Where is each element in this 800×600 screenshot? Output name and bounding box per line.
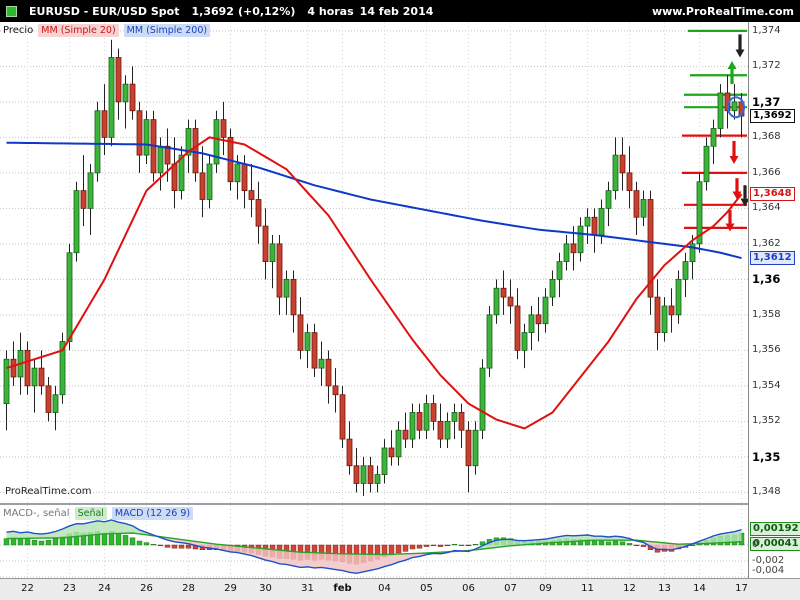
- price-axis[interactable]: 1,374 1,372 1,37 1,368 1,366 1,364 1,362 1,36 1,…: [748, 22, 800, 578]
- site-link[interactable]: www.ProRealTime.com: [651, 4, 794, 18]
- time-tick-label: 14: [693, 583, 706, 594]
- price-tick-label: 1,37: [752, 94, 781, 109]
- price-tick-label: 1,35: [752, 449, 781, 464]
- time-tick-label: 04: [378, 583, 391, 594]
- macd-value-badge: 0,00041: [750, 536, 800, 551]
- time-tick-label: 13: [658, 583, 671, 594]
- time-tick-label: 26: [140, 583, 153, 594]
- macd-indicator-legend-tag[interactable]: MACD (12 26 9): [111, 507, 194, 520]
- macd-value-badge: 0,00192: [750, 521, 800, 536]
- ma200-legend-tag[interactable]: MM (Simple 200): [123, 24, 211, 37]
- time-tick-label: feb: [333, 583, 352, 594]
- ma200-line: [6, 141, 742, 260]
- signal-line: [6, 532, 742, 556]
- last-price-marker: [727, 96, 745, 119]
- time-tick-label: 17: [735, 583, 748, 594]
- time-tick-label: 05: [420, 583, 433, 594]
- time-tick-label: 30: [259, 583, 272, 594]
- price-tick-label: 1,36: [752, 272, 781, 287]
- ma200-price-badge: 1,3612: [750, 251, 795, 266]
- candles-layer: [3, 39, 745, 496]
- time-tick-label: 28: [182, 583, 195, 594]
- time-tick-label: 31: [301, 583, 314, 594]
- time-tick-label: 12: [623, 583, 636, 594]
- macd-line: [6, 519, 742, 574]
- price-chart-canvas[interactable]: [0, 22, 748, 503]
- timeframe-label: 4 horas: [307, 4, 354, 18]
- macd-tick-label: 0: [752, 539, 759, 550]
- macd-chart-canvas[interactable]: [0, 505, 748, 578]
- panel-separator[interactable]: [0, 503, 748, 505]
- time-tick-label: 06: [462, 583, 475, 594]
- title-bar: EURUSD - EUR/USD Spot 1,3692 (+0,12%) 4 …: [0, 0, 800, 22]
- senal-legend-tag[interactable]: Señal: [74, 507, 107, 520]
- last-price: 1,3692: [191, 4, 234, 18]
- ma20-price-badge: 1,3648: [750, 187, 795, 202]
- time-tick-label: 07: [504, 583, 517, 594]
- price-legend-label: Precio: [3, 25, 34, 36]
- instrument-title: EURUSD - EUR/USD Spot: [29, 4, 180, 18]
- macd-tick-label: -0,004: [752, 565, 785, 576]
- time-tick-label: 24: [98, 583, 111, 594]
- price-tick-label: 1,372: [752, 60, 781, 72]
- ma20-legend-tag[interactable]: MM (Simple 20): [38, 24, 119, 37]
- price-arrows-layer: [725, 34, 748, 232]
- price-tick-label: 1,366: [752, 166, 781, 178]
- time-tick-label: 29: [224, 583, 237, 594]
- price-tick-label: 1,348: [752, 486, 781, 498]
- watermark: ProRealTime.com: [5, 486, 92, 497]
- last-price-badge: 1,3692: [750, 109, 795, 124]
- price-tick-label: 1,358: [752, 308, 781, 320]
- time-tick-label: 22: [21, 583, 34, 594]
- price-tick-label: 1,356: [752, 344, 781, 356]
- price-tick-label: 1,362: [752, 237, 781, 249]
- macd-tick-label: -0,002: [752, 555, 785, 566]
- price-tick-label: 1,374: [752, 24, 781, 36]
- macd-ribbon: [6, 520, 742, 574]
- time-axis[interactable]: 22 23 24 26 28 29 30 31 feb 04 05 06 07 09 11 12 13 14 17: [0, 578, 800, 600]
- price-legend: Precio MM (Simple 20) MM (Simple 200): [3, 24, 211, 37]
- time-tick-label: 09: [539, 583, 552, 594]
- price-tick-label: 1,368: [752, 131, 781, 143]
- time-tick-label: 11: [581, 583, 594, 594]
- header-date: 14 feb 2014: [359, 4, 434, 18]
- price-change: (+0,12%): [237, 4, 296, 18]
- chart-area: Precio MM (Simple 20) MM (Simple 200) Pr…: [0, 22, 800, 600]
- price-tick-label: 1,364: [752, 202, 781, 214]
- price-tick-label: 1,354: [752, 379, 781, 391]
- time-tick-label: 23: [63, 583, 76, 594]
- macd-legend-label: MACD-, señal: [3, 508, 70, 519]
- price-tick-label: 1,352: [752, 415, 781, 427]
- macd-legend: MACD-, señal Señal MACD (12 26 9): [3, 507, 194, 520]
- ma20-line: [6, 136, 743, 430]
- instrument-icon: [6, 5, 17, 17]
